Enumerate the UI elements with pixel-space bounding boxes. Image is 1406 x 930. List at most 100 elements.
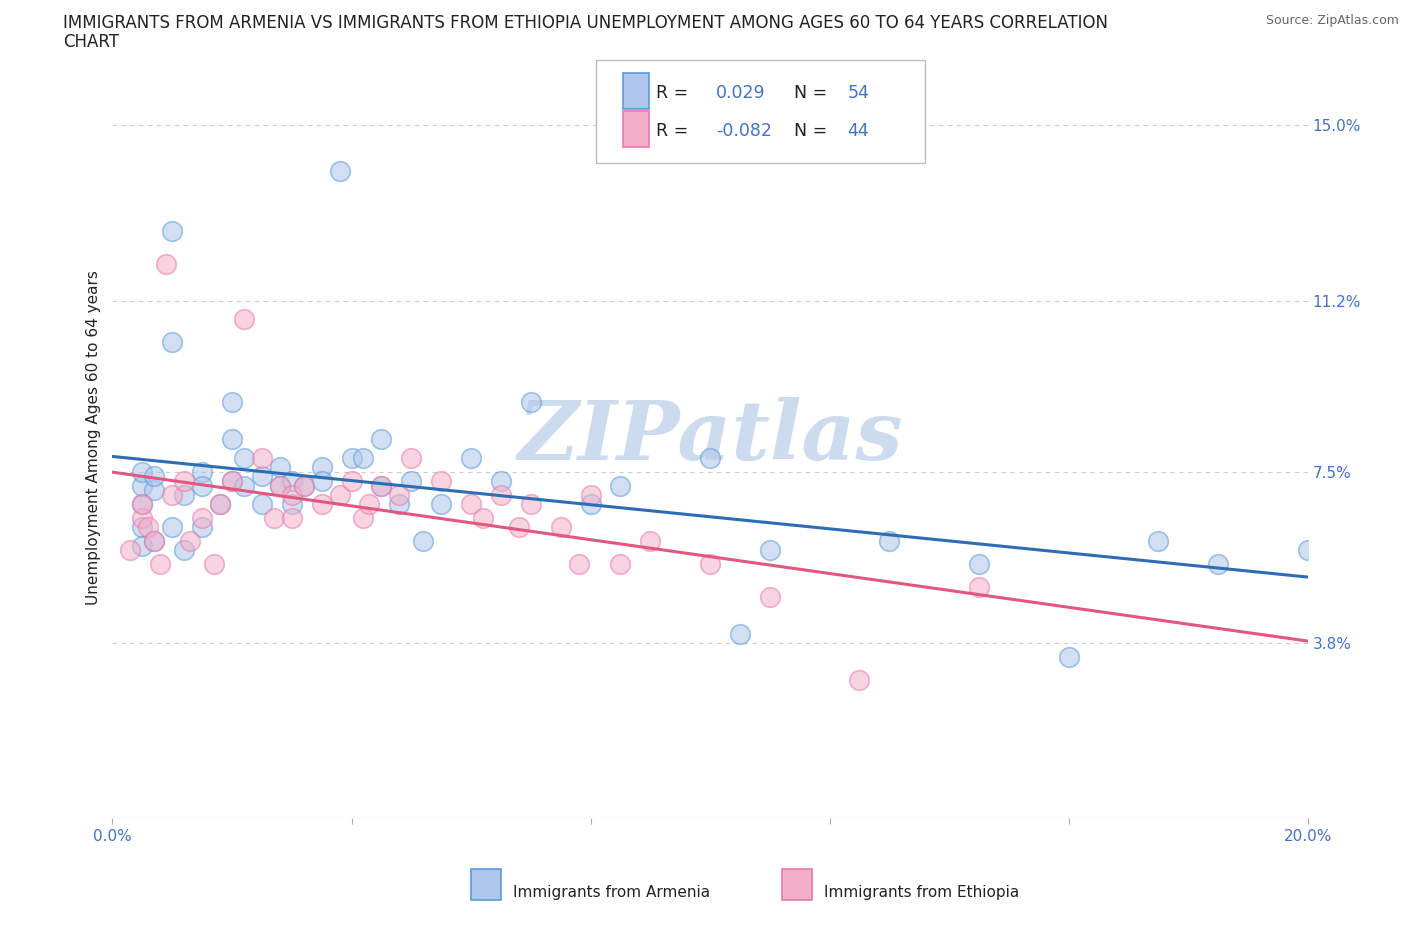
- Point: [412, 534, 434, 549]
- Point: [131, 538, 153, 553]
- Point: [131, 478, 153, 493]
- Point: [340, 450, 363, 465]
- Point: [233, 312, 256, 326]
- Point: [460, 497, 482, 512]
- Point: [353, 450, 375, 465]
- Point: [388, 497, 411, 512]
- Text: Source: ZipAtlas.com: Source: ZipAtlas.com: [1265, 14, 1399, 27]
- Point: [401, 450, 423, 465]
- Point: [460, 450, 482, 465]
- FancyBboxPatch shape: [782, 870, 811, 900]
- Text: N =: N =: [793, 122, 832, 140]
- Point: [329, 164, 352, 179]
- Point: [579, 497, 602, 512]
- Point: [1296, 543, 1319, 558]
- Point: [370, 478, 392, 493]
- Point: [609, 478, 631, 493]
- Point: [281, 497, 304, 512]
- Point: [1147, 534, 1170, 549]
- Point: [131, 497, 153, 512]
- Point: [173, 543, 195, 558]
- Point: [340, 473, 363, 488]
- Point: [311, 459, 333, 474]
- Point: [191, 520, 214, 535]
- Point: [269, 459, 291, 474]
- Point: [162, 487, 183, 502]
- Point: [131, 464, 153, 479]
- Point: [430, 497, 453, 512]
- FancyBboxPatch shape: [623, 111, 650, 147]
- Point: [155, 257, 177, 272]
- Point: [162, 335, 183, 350]
- Point: [221, 473, 243, 488]
- Point: [401, 473, 423, 488]
- Text: IMMIGRANTS FROM ARMENIA VS IMMIGRANTS FROM ETHIOPIA UNEMPLOYMENT AMONG AGES 60 T: IMMIGRANTS FROM ARMENIA VS IMMIGRANTS FR…: [63, 14, 1108, 32]
- Point: [489, 487, 512, 502]
- FancyBboxPatch shape: [623, 73, 650, 109]
- Text: 0.029: 0.029: [716, 84, 766, 102]
- Point: [209, 497, 232, 512]
- Point: [281, 473, 304, 488]
- Point: [162, 224, 183, 239]
- Point: [191, 478, 214, 493]
- Point: [472, 511, 495, 525]
- Point: [143, 483, 166, 498]
- Point: [179, 534, 201, 549]
- Point: [173, 487, 195, 502]
- Point: [359, 497, 381, 512]
- FancyBboxPatch shape: [596, 60, 925, 163]
- Point: [221, 432, 243, 446]
- FancyBboxPatch shape: [471, 870, 501, 900]
- Point: [143, 534, 166, 549]
- Point: [292, 478, 315, 493]
- Point: [967, 557, 990, 572]
- Text: ZIPatlas: ZIPatlas: [517, 397, 903, 477]
- Point: [191, 464, 214, 479]
- Point: [370, 432, 392, 446]
- Text: 44: 44: [848, 122, 869, 140]
- Point: [1057, 649, 1080, 664]
- Point: [967, 580, 990, 595]
- Point: [202, 557, 225, 572]
- Text: R =: R =: [657, 122, 695, 140]
- Y-axis label: Unemployment Among Ages 60 to 64 years: Unemployment Among Ages 60 to 64 years: [86, 270, 101, 604]
- Point: [191, 511, 214, 525]
- Text: N =: N =: [793, 84, 832, 102]
- Point: [1206, 557, 1229, 572]
- Point: [848, 672, 870, 687]
- Text: CHART: CHART: [63, 33, 120, 50]
- Point: [430, 473, 453, 488]
- Text: Immigrants from Ethiopia: Immigrants from Ethiopia: [824, 884, 1019, 899]
- Text: R =: R =: [657, 84, 695, 102]
- Point: [508, 520, 530, 535]
- Point: [329, 487, 352, 502]
- Point: [250, 497, 273, 512]
- Point: [263, 511, 285, 525]
- Point: [281, 487, 304, 502]
- Point: [149, 557, 172, 572]
- Point: [269, 478, 291, 493]
- Point: [131, 497, 153, 512]
- Point: [269, 478, 291, 493]
- Point: [579, 487, 602, 502]
- Point: [728, 626, 751, 641]
- Point: [489, 473, 512, 488]
- Point: [221, 395, 243, 410]
- Text: -0.082: -0.082: [716, 122, 772, 140]
- Point: [520, 395, 543, 410]
- Point: [699, 450, 721, 465]
- Point: [209, 497, 232, 512]
- Point: [759, 543, 782, 558]
- Point: [311, 473, 333, 488]
- Point: [640, 534, 662, 549]
- Point: [233, 478, 256, 493]
- Point: [292, 478, 315, 493]
- Point: [138, 520, 160, 535]
- Point: [281, 511, 304, 525]
- Point: [143, 469, 166, 484]
- Point: [550, 520, 572, 535]
- Point: [250, 450, 273, 465]
- Point: [143, 534, 166, 549]
- Point: [233, 450, 256, 465]
- Point: [311, 497, 333, 512]
